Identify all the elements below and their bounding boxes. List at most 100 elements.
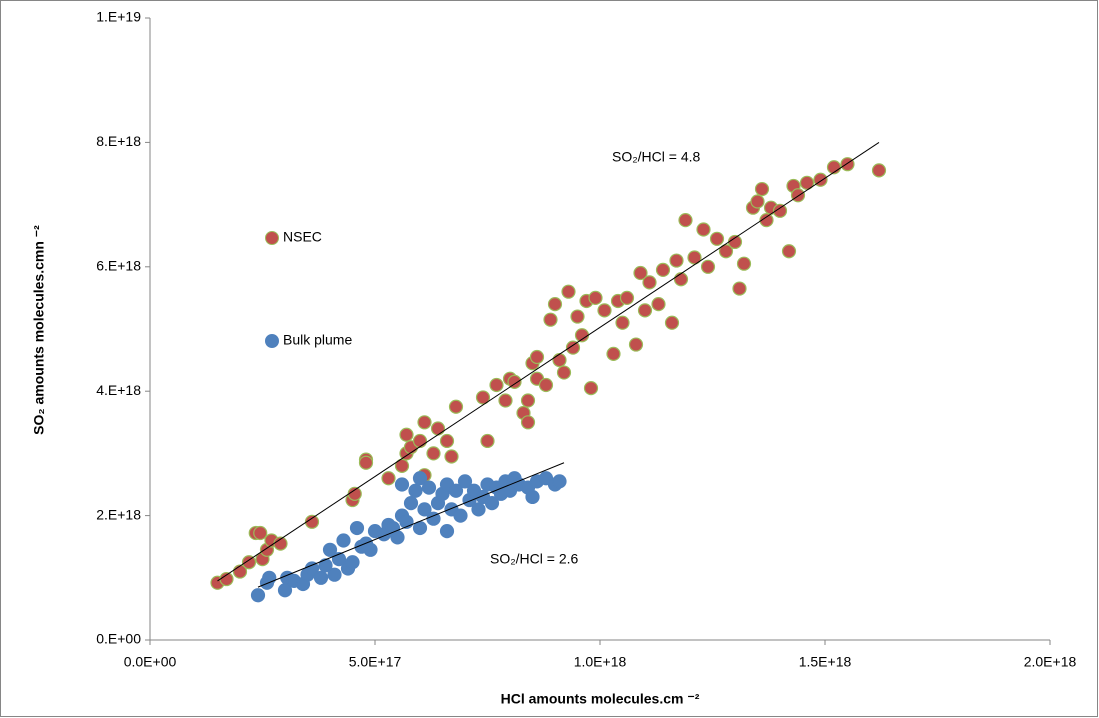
point xyxy=(241,555,257,570)
point xyxy=(322,542,338,557)
point xyxy=(520,415,536,430)
point xyxy=(669,253,684,268)
point xyxy=(687,250,702,265)
point xyxy=(615,315,630,330)
x-tick-label: 2.0E+18 xyxy=(1024,654,1077,670)
point xyxy=(408,483,423,498)
y-tick-label: 4.E+18 xyxy=(96,382,141,398)
point xyxy=(678,213,693,228)
point xyxy=(394,477,410,492)
point xyxy=(655,262,671,278)
point xyxy=(417,502,432,517)
point xyxy=(439,524,455,539)
point xyxy=(700,259,716,274)
point xyxy=(520,393,536,408)
point xyxy=(664,315,680,330)
point xyxy=(304,514,320,529)
y-tick-label: 6.E+18 xyxy=(96,258,141,274)
point xyxy=(507,374,522,389)
point xyxy=(552,353,567,368)
x-tick-label: 1.5E+18 xyxy=(799,654,852,670)
point xyxy=(358,455,374,470)
point xyxy=(471,502,486,517)
point xyxy=(673,272,689,287)
point xyxy=(583,380,599,396)
x-tick-label: 0.0E+00 xyxy=(124,654,177,670)
point xyxy=(718,244,734,259)
point xyxy=(642,275,657,290)
point xyxy=(475,390,491,405)
point xyxy=(543,312,558,327)
x-axis-title: HCl amounts molecules.cm ⁻² xyxy=(501,691,700,707)
legend-label: NSEC xyxy=(283,229,322,245)
point xyxy=(453,508,468,523)
point xyxy=(363,542,378,557)
point xyxy=(448,399,464,414)
legend-label: Bulk plume xyxy=(283,332,352,348)
point xyxy=(421,480,437,495)
point xyxy=(781,244,797,259)
annotation: SO₂/HCl = 4.8 xyxy=(612,149,701,165)
point xyxy=(498,393,513,408)
legend-marker xyxy=(265,334,279,348)
point xyxy=(606,346,621,361)
point xyxy=(709,231,725,246)
point xyxy=(633,265,648,281)
point xyxy=(799,175,815,190)
point xyxy=(347,486,362,501)
point xyxy=(772,203,788,218)
point xyxy=(525,489,540,505)
point xyxy=(570,309,585,324)
point xyxy=(750,194,765,209)
point xyxy=(489,377,504,393)
point xyxy=(327,567,342,582)
y-tick-label: 2.E+18 xyxy=(96,506,141,522)
point xyxy=(565,340,581,355)
point xyxy=(250,588,266,603)
point xyxy=(484,496,500,511)
point xyxy=(732,281,747,296)
point xyxy=(588,290,603,305)
point xyxy=(345,555,360,570)
point xyxy=(619,290,635,305)
point xyxy=(651,297,666,312)
point xyxy=(313,570,329,585)
y-axis-title: SO₂ amounts molecules.cmn ⁻² xyxy=(31,225,47,435)
point xyxy=(696,222,711,237)
y-tick-label: 8.E+18 xyxy=(96,133,141,149)
trend-line xyxy=(217,141,880,582)
point xyxy=(547,297,563,312)
y-tick-label: 1.E+19 xyxy=(96,9,141,25)
point xyxy=(736,256,752,271)
point xyxy=(253,525,268,541)
point xyxy=(840,157,855,172)
point xyxy=(304,561,320,576)
point xyxy=(871,163,887,178)
point xyxy=(336,533,351,548)
annotation: SO₂/HCl = 2.6 xyxy=(490,551,579,567)
point xyxy=(426,446,441,461)
point xyxy=(759,213,774,228)
point xyxy=(399,427,414,442)
x-tick-label: 1.0E+18 xyxy=(574,654,627,670)
point xyxy=(439,433,455,449)
trend-line xyxy=(257,462,565,588)
point xyxy=(561,284,576,299)
y-tick-label: 0.E+00 xyxy=(96,631,141,647)
point xyxy=(754,181,770,197)
point xyxy=(480,433,495,449)
point xyxy=(790,188,806,203)
point xyxy=(417,415,432,430)
point xyxy=(628,337,644,352)
point xyxy=(597,303,612,318)
x-tick-label: 5.0E+17 xyxy=(349,654,402,670)
point xyxy=(349,520,365,536)
point xyxy=(556,365,572,380)
point xyxy=(552,474,567,489)
point xyxy=(529,349,545,365)
point xyxy=(412,433,428,449)
legend-marker xyxy=(265,231,279,245)
point xyxy=(412,471,428,486)
